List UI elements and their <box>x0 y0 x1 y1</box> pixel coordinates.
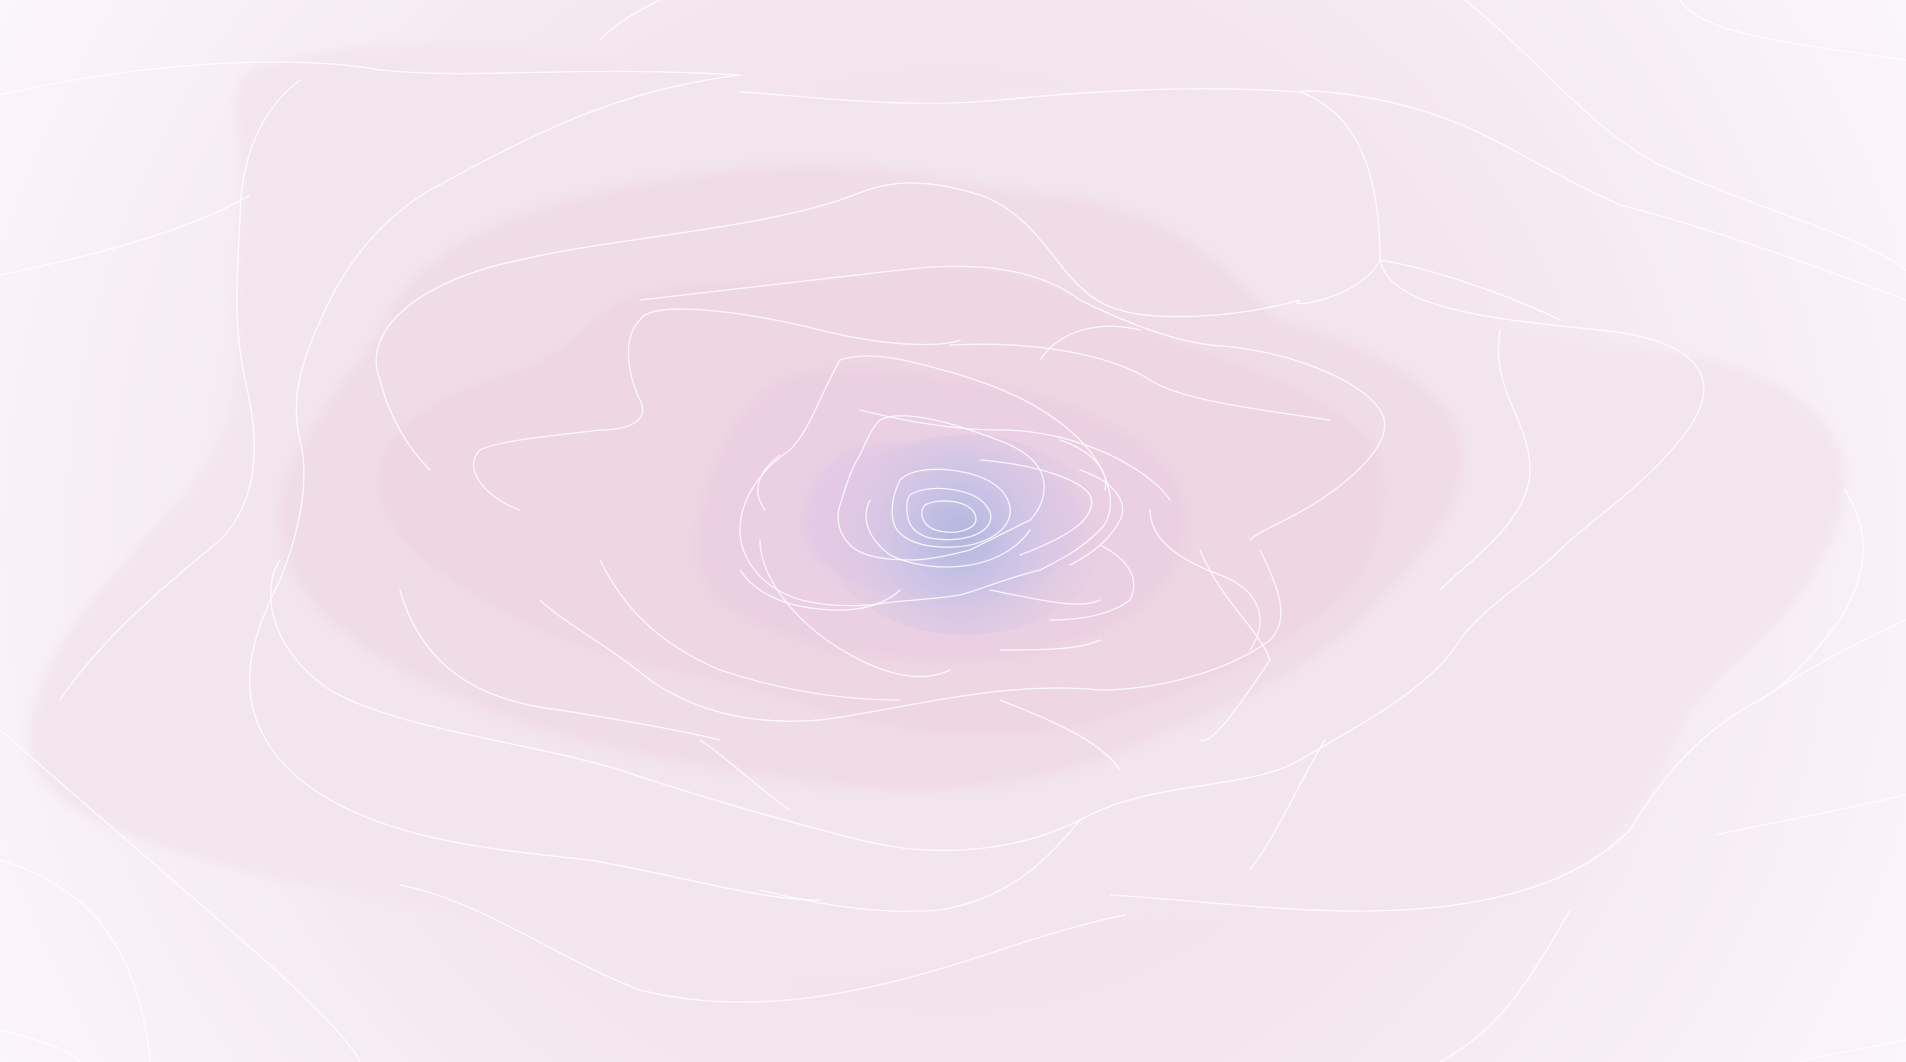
contour-line <box>599 559 901 701</box>
contour-line <box>269 549 1561 852</box>
contour-line <box>399 884 1126 1003</box>
contour-line <box>1759 489 1864 701</box>
contour-line <box>1199 549 1271 742</box>
contour-line <box>1059 439 1107 491</box>
contour-line <box>1679 0 1906 61</box>
contour-line <box>399 589 721 741</box>
contour-line <box>1439 909 1571 1062</box>
contour-line <box>1069 469 1124 566</box>
contour-line <box>759 539 951 678</box>
contour-line <box>979 459 1093 556</box>
contour-line <box>1799 1039 1906 1062</box>
contour-line <box>375 182 1381 471</box>
contour-line <box>1049 544 1135 621</box>
contour-line <box>1149 509 1261 651</box>
contour-line <box>0 194 251 276</box>
rose-core <box>825 435 1105 635</box>
contour-line <box>239 79 301 221</box>
contour-line <box>1109 829 1631 912</box>
contour-line <box>248 74 821 901</box>
contour-line <box>0 729 361 1062</box>
contour-line <box>59 219 255 701</box>
contour-line <box>699 739 791 811</box>
contour-line <box>757 454 781 511</box>
contour-line <box>1039 325 1141 361</box>
contour-line <box>999 639 1101 651</box>
contour-line <box>599 0 661 41</box>
contour-line <box>1299 90 1906 301</box>
contour-line <box>1714 794 1906 836</box>
contour-line <box>0 859 151 1062</box>
contour-line <box>989 589 1101 605</box>
contour-line <box>1249 739 1326 871</box>
contour-line <box>639 308 961 346</box>
contour-line <box>859 409 1171 501</box>
contour-line <box>739 355 1112 607</box>
contour-line <box>473 319 644 511</box>
contour-line <box>539 549 1282 722</box>
contour-line <box>921 500 977 533</box>
contour-line <box>639 265 1386 541</box>
contour-line <box>759 819 1081 912</box>
contour-line <box>1464 0 1906 271</box>
contour-line <box>1379 259 1561 321</box>
contour-line <box>739 569 901 611</box>
contour-line <box>0 61 741 96</box>
contour-line <box>906 487 992 541</box>
contour-line <box>837 415 1045 561</box>
contour-line <box>949 343 1331 421</box>
contour-line <box>0 1029 81 1062</box>
contour-line <box>1299 91 1705 551</box>
contour-line <box>1439 329 1531 591</box>
contour-line <box>739 88 1301 105</box>
contour-line <box>865 499 1031 568</box>
contour-line <box>891 468 1011 548</box>
contour-line <box>999 699 1121 771</box>
